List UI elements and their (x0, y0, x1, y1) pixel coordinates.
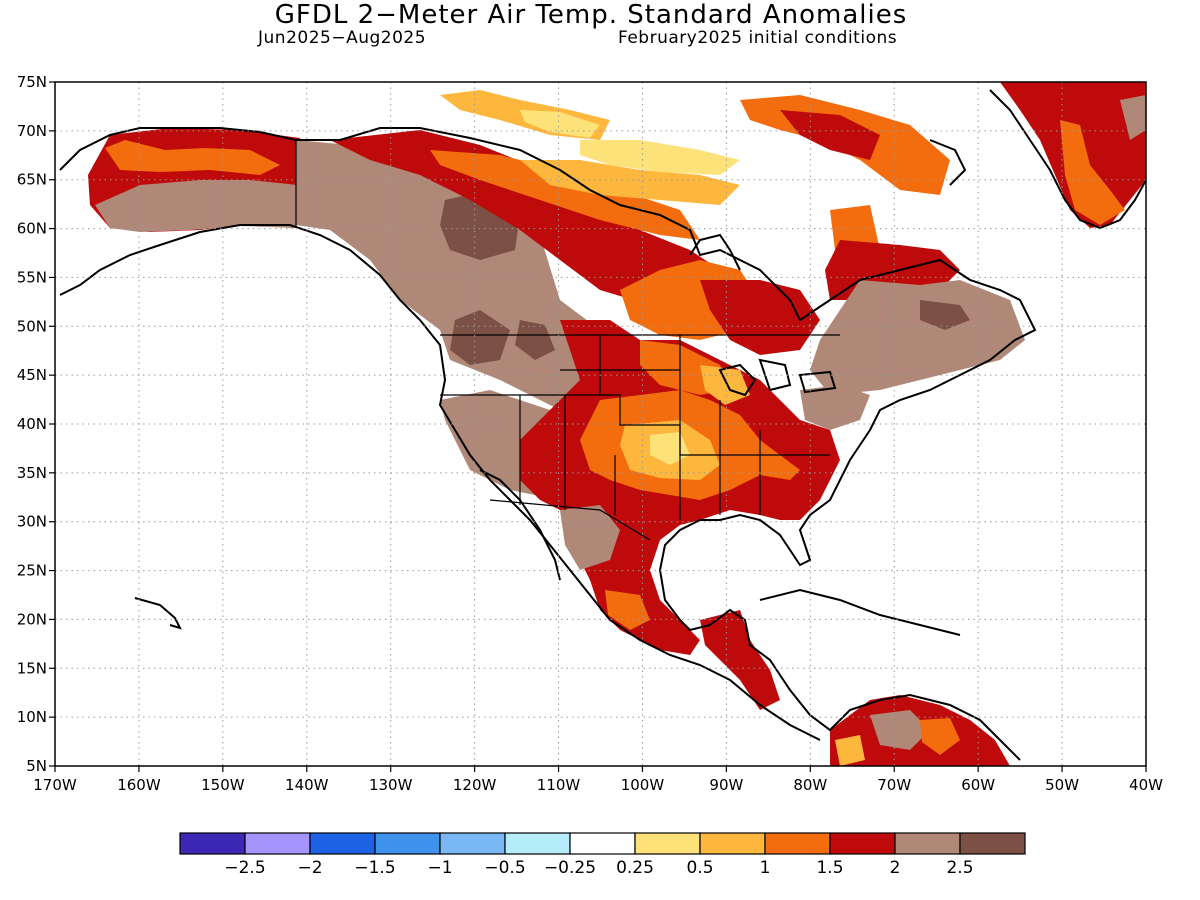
anomaly-region (870, 710, 930, 750)
anomaly-region (520, 110, 600, 138)
lat-tick-label: 70N (17, 122, 47, 140)
lat-tick-label: 50N (17, 317, 47, 335)
anomaly-region (95, 180, 298, 232)
gridlines (55, 82, 1146, 766)
lat-tick-label: 30N (17, 513, 47, 531)
colorbar-swatch (894, 832, 961, 855)
anomaly-field (88, 82, 1146, 766)
lon-tick-label: 70W (877, 776, 911, 794)
lon-tick-label: 80W (793, 776, 827, 794)
lon-tick-label: 60W (961, 776, 995, 794)
lon-tick-label: 130W (369, 776, 413, 794)
colorbar-swatch (959, 832, 1026, 855)
anomaly-region (430, 150, 700, 240)
forecast-period: Jun2025−Aug2025 (258, 28, 427, 48)
anomaly-region (810, 280, 1025, 395)
colorbar-swatch (829, 832, 896, 855)
initial-conditions: February2025 initial conditions (618, 28, 898, 48)
lon-tick-label: 90W (709, 776, 743, 794)
anomaly-region (1120, 95, 1146, 140)
lon-tick-label: 160W (117, 776, 161, 794)
colorbar-swatch (244, 832, 311, 855)
lat-tick-label: 15N (17, 659, 47, 677)
lon-tick-label: 140W (285, 776, 329, 794)
colorbar-swatch (309, 832, 376, 855)
anomaly-region (450, 310, 510, 365)
anomaly-region (605, 590, 650, 630)
colorbar-swatch (634, 832, 701, 855)
lat-tick-label: 40N (17, 415, 47, 433)
anomaly-region (520, 160, 740, 205)
coastlines (59, 89, 1146, 761)
anomaly-region (920, 300, 970, 330)
colorbar-swatch (764, 832, 831, 855)
colorbar-label: −2 (297, 858, 322, 878)
lat-tick-label: 25N (17, 562, 47, 580)
anomaly-region (580, 140, 740, 175)
lon-tick-label: 110W (537, 776, 581, 794)
lon-tick-label: 40W (1129, 776, 1163, 794)
anomaly-region (515, 320, 555, 360)
lon-tick-label: 100W (621, 776, 665, 794)
colorbar-label: 1.5 (816, 858, 843, 878)
colorbar-label: 2.5 (946, 858, 973, 878)
anomaly-region (1060, 120, 1125, 225)
colorbar-label: −0.5 (484, 858, 525, 878)
political-borders (295, 140, 840, 541)
longitude-axis: 170W 160W 150W 140W 130W 120W 110W 100W 90W 80W 70… (33, 766, 1163, 794)
anomaly-region (330, 130, 720, 305)
lon-tick-label: 170W (33, 776, 77, 794)
colorbar-swatch (569, 832, 636, 855)
colorbar-label: 1 (760, 858, 771, 878)
lat-tick-label: 35N (17, 464, 47, 482)
lat-tick-label: 55N (17, 268, 47, 286)
lat-tick-label: 75N (17, 73, 47, 91)
colorbar-label: −1 (427, 858, 452, 878)
colorbar-label: 0.25 (616, 858, 654, 878)
latitude-axis: 75N 70N 65N 60N 55N 50N 45N 40N 35N 30N 25N 20N 15N 1… (17, 73, 55, 775)
lat-tick-label: 5N (26, 757, 47, 775)
lat-tick-label: 20N (17, 610, 47, 628)
colorbar-swatch (439, 832, 506, 855)
anomaly-region (700, 610, 780, 710)
anomaly-region (800, 385, 870, 430)
colorbar-label: 2 (890, 858, 901, 878)
map-title: GFDL 2−Meter Air Temp. Standard Anomalie… (274, 0, 908, 30)
anomaly-region (780, 110, 880, 160)
lon-tick-label: 120W (453, 776, 497, 794)
lon-tick-label: 150W (201, 776, 245, 794)
colorbar-swatch (504, 832, 571, 855)
anomaly-region (105, 140, 280, 175)
colorbar-swatch (374, 832, 441, 855)
lat-tick-label: 45N (17, 366, 47, 384)
lat-tick-label: 10N (17, 708, 47, 726)
lat-tick-label: 60N (17, 220, 47, 238)
colorbar-swatch (179, 832, 246, 855)
lat-tick-label: 65N (17, 171, 47, 189)
colorbar: −2.5 −2 −1.5 −1 −0.5 −0.25 0.25 0.5 1 1.5 2 2.5 (179, 832, 1026, 878)
colorbar-label: −1.5 (354, 858, 395, 878)
anomaly-region (920, 718, 960, 755)
colorbar-label: 0.5 (686, 858, 713, 878)
colorbar-label: −2.5 (224, 858, 265, 878)
lon-tick-label: 50W (1045, 776, 1079, 794)
colorbar-label: −0.25 (544, 858, 596, 878)
anomaly-region (835, 735, 865, 766)
colorbar-swatch (699, 832, 766, 855)
